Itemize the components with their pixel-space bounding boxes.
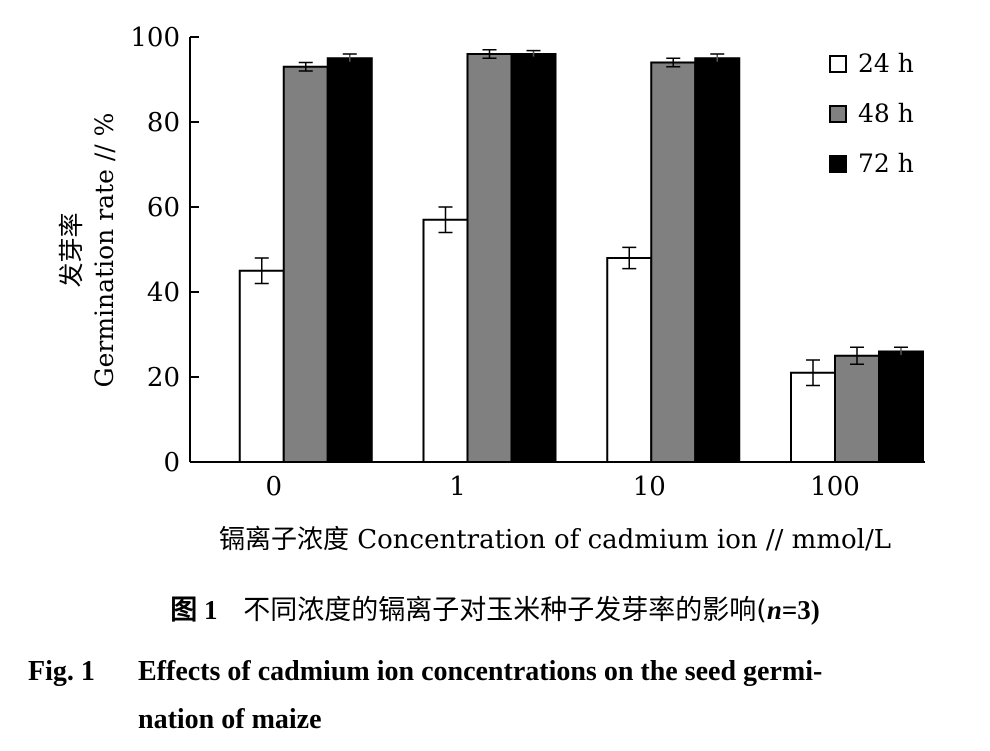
bar-72h-100: [878, 350, 924, 463]
caption-en-line1: Effects of cadmium ion concentrations on…: [138, 656, 823, 687]
legend-swatch: [829, 105, 847, 123]
x-axis-label: 镉离子浓度 Concentration of cadmium ion // mm…: [219, 525, 891, 555]
caption-english: Fig. 1 Effects of cadmium ion concentrati…: [28, 648, 973, 744]
caption-cn-label: 图 1: [170, 595, 218, 625]
bar-24h-0: [238, 269, 285, 463]
y-tick-label: 60: [147, 193, 180, 223]
caption-cn-eq: =3): [781, 595, 820, 625]
bar-chart: 0 20 40 60 80 100 0 1 10 100 发芽率 Germination rat…: [57, 23, 925, 555]
bar-48h-0: [282, 65, 329, 463]
legend-swatch: [829, 155, 847, 173]
axes-layer: [189, 37, 925, 463]
x-ticks: 0 1 10 100: [265, 472, 859, 502]
caption-cn-text: 不同浓度的镉离子对玉米种子发芽率的影响(: [243, 595, 767, 626]
bar-48h-1: [466, 53, 513, 463]
x-tick-label: 100: [810, 472, 860, 502]
caption-chinese: 图 1 不同浓度的镉离子对玉米种子发芽率的影响(n=3): [0, 588, 990, 627]
bar-24h-10: [606, 257, 653, 463]
legend-label: 48 h: [858, 99, 914, 128]
legend-label: 72 h: [858, 149, 914, 178]
x-tick-label: 0: [265, 472, 282, 502]
legend-swatch: [829, 55, 847, 73]
y-tick-label: 100: [130, 23, 180, 53]
y-axis-label-cn: 发芽率: [57, 212, 86, 287]
caption-cn-n: n: [766, 595, 782, 625]
x-tick-label: 10: [633, 472, 666, 502]
y-tick-label: 0: [163, 448, 180, 478]
x-tick-label: 1: [449, 472, 466, 502]
legend-label: 24 h: [858, 49, 914, 78]
bar-72h-1: [510, 53, 557, 463]
bar-72h-0: [326, 57, 373, 463]
caption-en-label: Fig. 1: [28, 656, 95, 687]
y-ticks: 0 20 40 60 80 100: [130, 23, 199, 478]
bar-72h-10: [694, 57, 741, 463]
bar-48h-10: [650, 61, 697, 463]
legend: 24 h 48 h 72 h: [829, 49, 914, 178]
bars-layer: [238, 49, 924, 463]
y-tick-label: 80: [147, 108, 180, 138]
y-tick-label: 20: [147, 363, 180, 393]
y-axis-label-en: Germination rate // %: [90, 113, 119, 388]
y-tick-label: 40: [147, 278, 180, 308]
caption-en-line2: nation of maize: [138, 704, 322, 735]
bar-24h-1: [422, 218, 469, 463]
bar-48h-100: [834, 354, 880, 463]
